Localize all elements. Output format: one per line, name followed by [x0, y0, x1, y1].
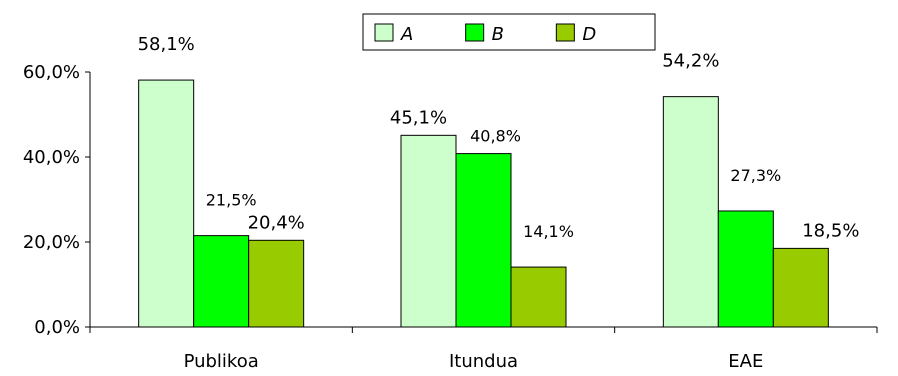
legend-swatch-b — [465, 23, 485, 42]
data-label: 18,5% — [802, 220, 859, 241]
data-label: 20,4% — [248, 212, 305, 233]
y-tick-label: 20,0% — [23, 232, 80, 253]
bar-a-itundua — [400, 134, 457, 328]
bar-b-itundua — [455, 153, 512, 328]
data-label: 58,1% — [138, 34, 195, 55]
bar-b-eae — [717, 210, 774, 328]
bar-a-eae — [662, 96, 719, 328]
legend-label-b: B — [492, 24, 504, 45]
data-label: 14,1% — [523, 222, 574, 241]
y-tick-label: 60,0% — [23, 62, 80, 83]
bar-d-itundua — [510, 266, 567, 328]
legend-box — [362, 13, 656, 51]
legend-label-d: D — [582, 24, 596, 45]
x-category-label: Itundua — [449, 351, 518, 372]
bar-a-publikoa — [138, 79, 195, 328]
bar-d-publikoa — [248, 239, 305, 328]
bar-d-eae — [772, 247, 829, 328]
legend-swatch-d — [555, 23, 575, 42]
y-tick-label: 0,0% — [34, 317, 80, 338]
x-category-label: EAE — [728, 351, 763, 372]
data-label: 40,8% — [470, 127, 521, 146]
data-label: 45,1% — [390, 107, 447, 128]
legend-swatch-a — [374, 23, 394, 42]
x-category-label: Publikoa — [184, 351, 259, 372]
data-label: 27,3% — [730, 166, 781, 185]
bar-b-publikoa — [193, 235, 250, 328]
data-label: 54,2% — [662, 51, 719, 72]
y-tick-label: 40,0% — [23, 147, 80, 168]
legend-label-a: A — [400, 24, 413, 45]
data-label: 21,5% — [206, 191, 257, 210]
